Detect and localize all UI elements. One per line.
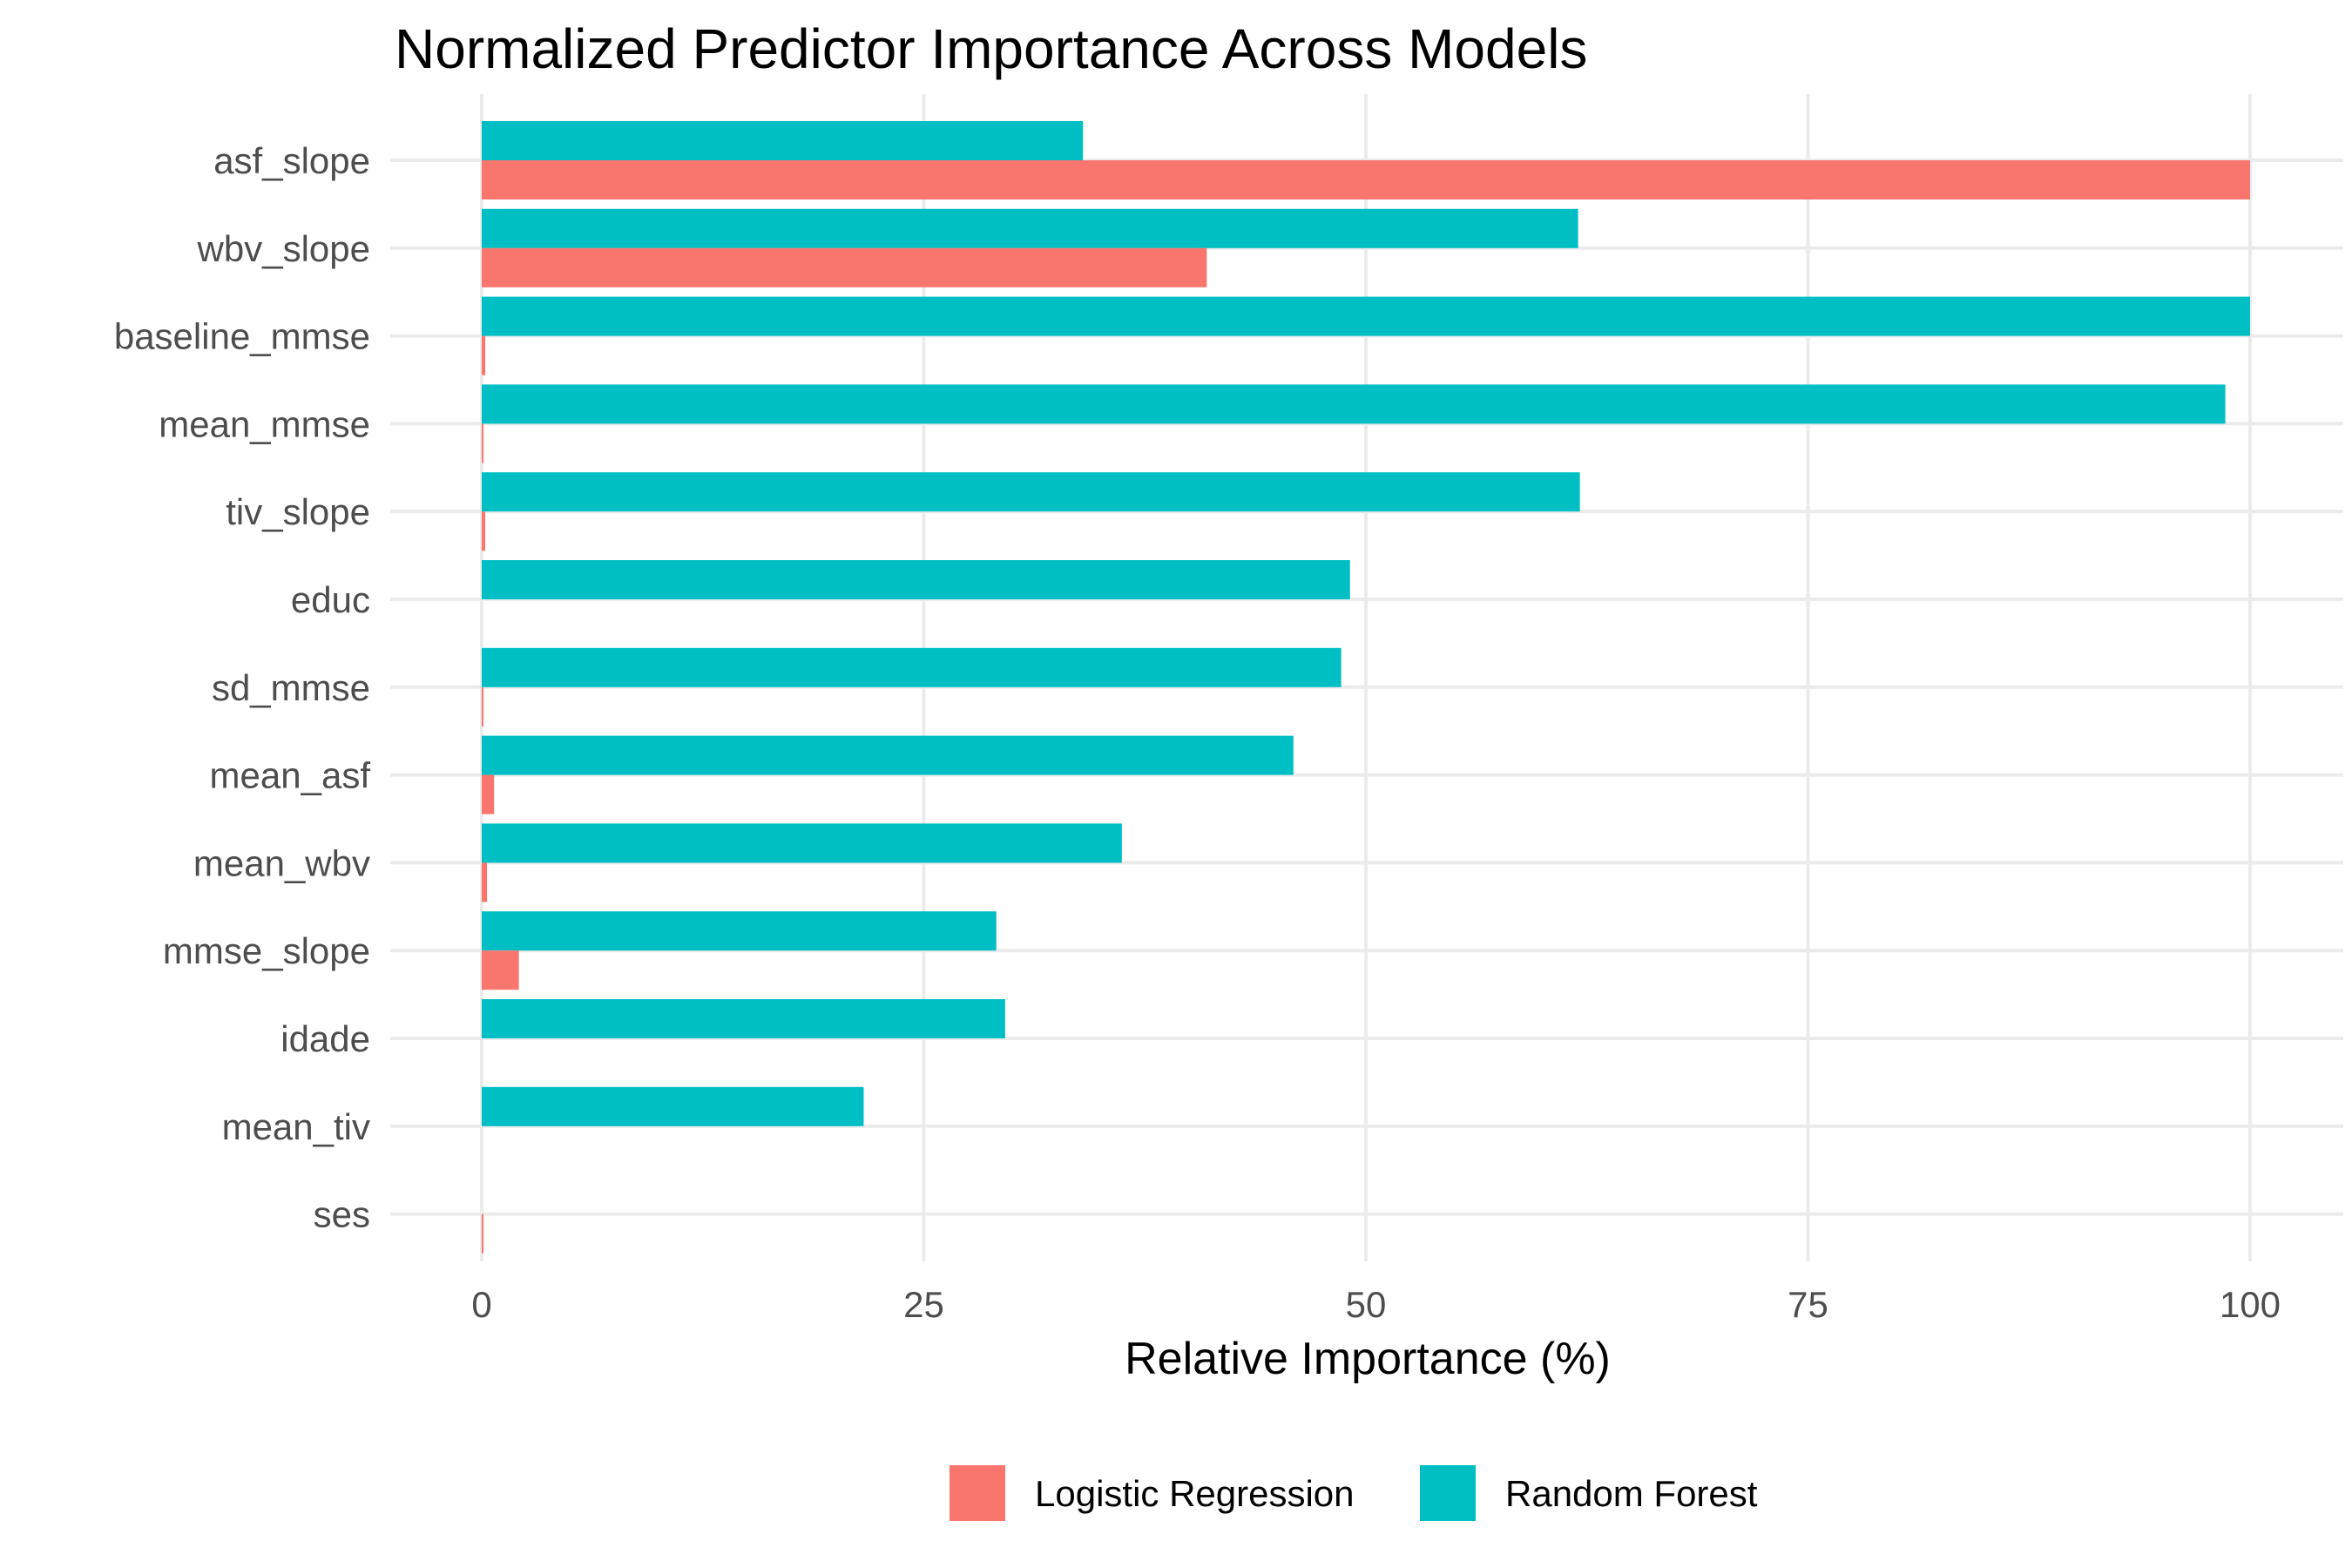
bar-logistic-regression-sd-mmse: [482, 686, 484, 727]
x-tick-label-0: 0: [471, 1284, 491, 1325]
x-tick-label-100: 100: [2220, 1284, 2281, 1325]
bar-random-forest-mean-mmse: [482, 384, 2226, 424]
bar-random-forest-mean-wbv: [482, 823, 1122, 863]
legend-swatch-logistic-regression: [950, 1465, 1005, 1521]
bar-logistic-regression-ses: [482, 1213, 484, 1254]
y-tick-label-educ: educ: [291, 579, 370, 620]
x-tick-label-75: 75: [1788, 1284, 1828, 1325]
y-tick-label-asf-slope: asf_slope: [213, 140, 370, 181]
legend-swatch-random-forest: [1420, 1465, 1476, 1521]
bar-random-forest-asf-slope: [482, 121, 1084, 160]
bar-random-forest-mean-tiv: [482, 1086, 864, 1126]
y-axis-ticks: asf_slope wbv_slope baseline_mmse mean_mmse…: [114, 140, 370, 1235]
x-tick-label-50: 50: [1346, 1284, 1387, 1325]
y-tick-label-mean-mmse: mean_mmse: [159, 403, 370, 444]
bar-random-forest-sd-mmse: [482, 647, 1342, 687]
y-tick-label-idade: idade: [280, 1018, 370, 1059]
chart-title: Normalized Predictor Importance Across M…: [395, 17, 1587, 80]
bar-random-forest-mean-asf: [482, 735, 1294, 775]
y-tick-label-mean-tiv: mean_tiv: [222, 1106, 370, 1147]
x-tick-label-25: 25: [903, 1284, 944, 1325]
legend-label-random-forest: Random Forest: [1505, 1473, 1758, 1514]
bar-logistic-regression-baseline-mmse: [482, 335, 486, 375]
y-tick-label-baseline-mmse: baseline_mmse: [114, 316, 370, 357]
bar-random-forest-educ: [482, 560, 1350, 599]
y-tick-label-mean-wbv: mean_wbv: [193, 842, 370, 883]
x-axis-ticks: 0 25 50 75 100: [471, 1284, 2281, 1325]
bar-logistic-regression-wbv-slope: [482, 247, 1207, 287]
bar-random-forest-wbv-slope: [482, 208, 1578, 248]
y-tick-label-sd-mmse: sd_mmse: [212, 667, 370, 708]
y-tick-label-mean-asf: mean_asf: [210, 755, 371, 796]
bar-random-forest-idade: [482, 999, 1005, 1038]
legend-label-logistic-regression: Logistic Regression: [1035, 1473, 1355, 1514]
bar-random-forest-tiv-slope: [482, 472, 1580, 512]
bar-logistic-regression-mean-mmse: [482, 423, 484, 463]
y-tick-label-mmse-slope: mmse_slope: [163, 930, 370, 971]
bar-logistic-regression-asf-slope: [482, 160, 2250, 199]
bar-logistic-regression-mean-asf: [482, 774, 495, 814]
y-tick-label-ses: ses: [314, 1194, 370, 1235]
bar-random-forest-mmse-slope: [482, 911, 997, 951]
bar-logistic-regression-mmse-slope: [482, 950, 519, 990]
bars: [482, 121, 2250, 1254]
y-tick-label-wbv-slope: wbv_slope: [197, 228, 370, 269]
bar-random-forest-baseline-mmse: [482, 296, 2250, 336]
bar-logistic-regression-mean-wbv: [482, 862, 488, 902]
x-axis-label: Relative Importance (%): [1125, 1334, 1611, 1384]
y-tick-label-tiv-slope: tiv_slope: [226, 491, 370, 532]
legend: Logistic Regression Random Forest: [950, 1465, 1758, 1521]
bar-logistic-regression-tiv-slope: [482, 511, 486, 551]
